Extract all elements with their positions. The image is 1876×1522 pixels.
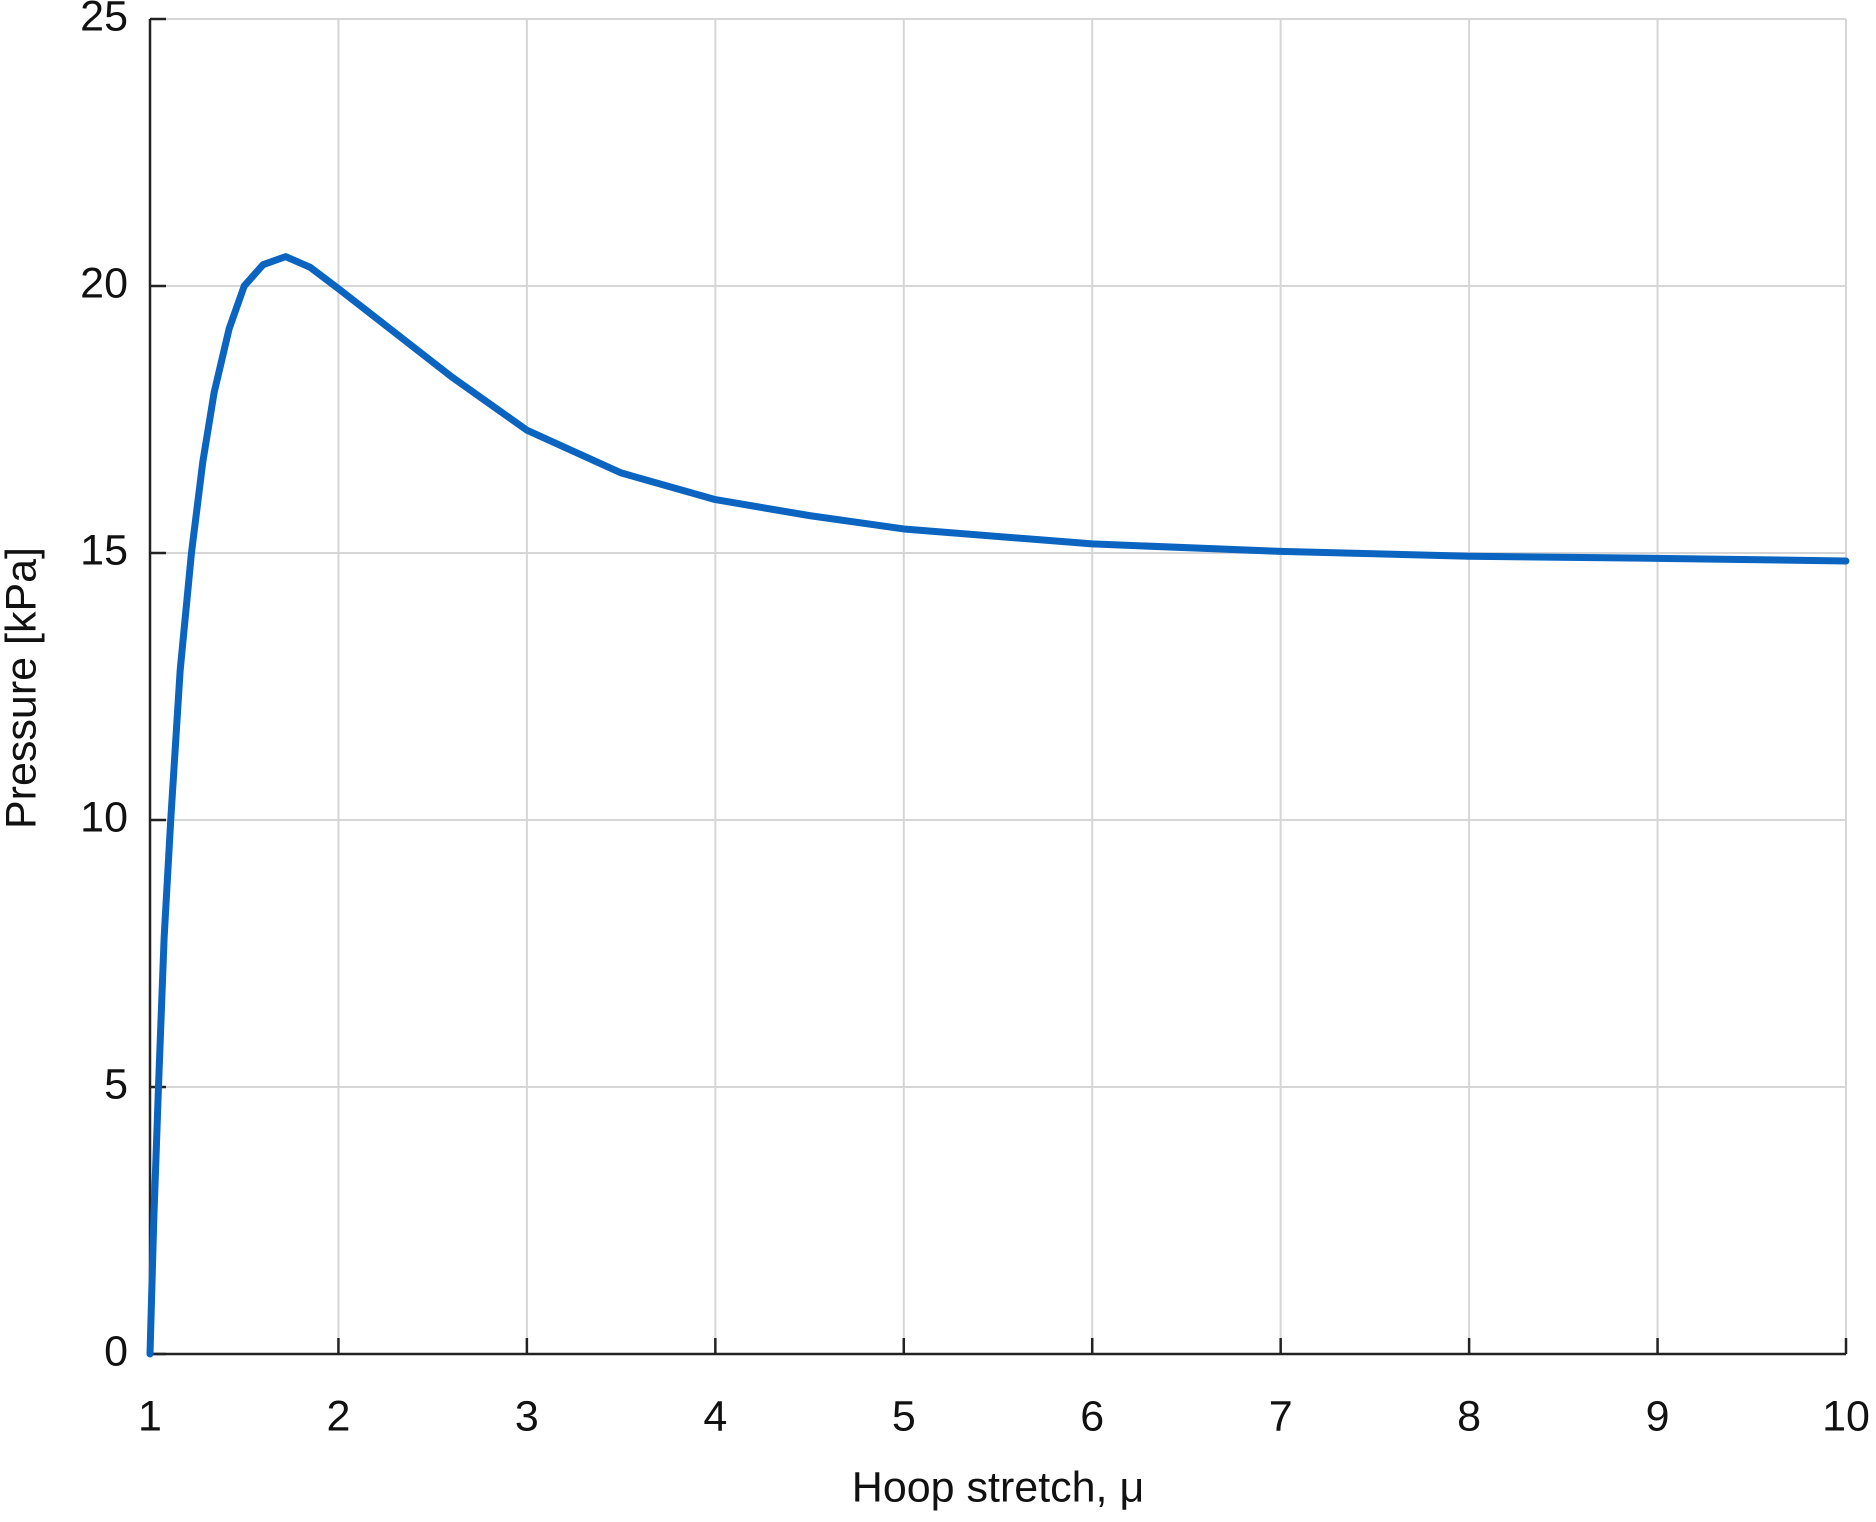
x-tick-label: 2 [326, 1392, 350, 1440]
y-tick-label: 0 [104, 1327, 128, 1375]
x-tick-label: 6 [1080, 1392, 1104, 1440]
x-tick-label: 4 [703, 1392, 727, 1440]
x-axis-label: Hoop stretch, μ [852, 1463, 1144, 1511]
x-tick-label: 1 [138, 1392, 162, 1440]
x-tick-label: 7 [1269, 1392, 1293, 1440]
x-tick-label: 8 [1457, 1392, 1481, 1440]
x-tick-label: 9 [1646, 1392, 1670, 1440]
y-tick-label: 5 [104, 1060, 128, 1108]
x-tick-label: 10 [1822, 1392, 1870, 1440]
y-axis-label: Pressure [kPa] [0, 547, 45, 829]
y-tick-label: 15 [80, 526, 128, 574]
y-tick-label: 25 [80, 0, 128, 40]
y-tick-label: 10 [80, 793, 128, 841]
x-tick-label: 3 [515, 1392, 539, 1440]
data-line [146, 253, 1850, 1358]
y-tick-label: 20 [80, 259, 128, 307]
x-tick-label: 5 [892, 1392, 916, 1440]
